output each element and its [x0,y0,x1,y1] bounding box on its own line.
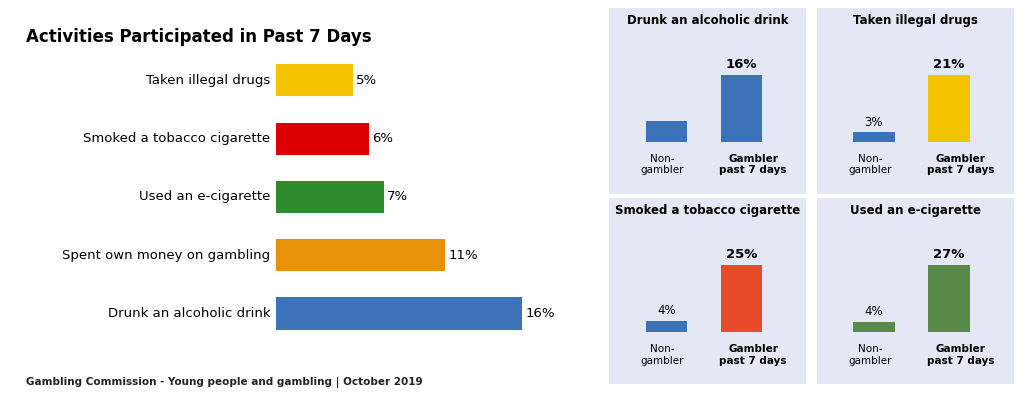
Bar [276,123,369,155]
Text: 11%: 11% [449,249,478,262]
Bar [646,121,687,142]
Text: Non-
gambler: Non- gambler [848,154,892,175]
Bar [721,265,763,332]
Text: 16%: 16% [726,58,758,71]
Text: 3%: 3% [864,116,883,129]
Text: Activities Participated in Past 7 Days: Activities Participated in Past 7 Days [26,28,372,46]
Text: Non-
gambler: Non- gambler [848,344,892,366]
Text: Drunk an alcoholic drink: Drunk an alcoholic drink [108,307,270,320]
Bar [276,181,384,213]
Bar [721,75,763,142]
Text: Spent own money on gambling: Spent own money on gambling [62,249,270,262]
Text: 4%: 4% [657,305,676,318]
Text: Non-
gambler: Non- gambler [641,344,684,366]
Text: Taken illegal drugs: Taken illegal drugs [853,13,978,27]
Text: Smoked a tobacco cigarette: Smoked a tobacco cigarette [83,132,270,145]
Text: Gambler
past 7 days: Gambler past 7 days [927,344,994,366]
Bar [276,297,522,329]
Text: Gambling Commission - Young people and gambling | October 2019: Gambling Commission - Young people and g… [26,377,422,388]
Text: 7%: 7% [387,190,409,204]
Text: Gambler
past 7 days: Gambler past 7 days [720,344,786,366]
Text: 21%: 21% [934,58,965,71]
Text: 27%: 27% [934,248,965,261]
Text: Gambler
past 7 days: Gambler past 7 days [720,154,786,175]
Text: Gambler
past 7 days: Gambler past 7 days [927,154,994,175]
Bar [276,239,445,271]
Bar [646,321,687,332]
Text: Used an e-cigarette: Used an e-cigarette [850,204,981,217]
Text: Used an e-cigarette: Used an e-cigarette [139,190,270,204]
Text: 25%: 25% [726,248,758,261]
Bar [853,132,895,142]
Text: Taken illegal drugs: Taken illegal drugs [146,74,270,87]
Text: 4%: 4% [864,305,883,318]
Text: 5%: 5% [356,74,378,87]
Bar [929,265,970,332]
Bar [276,65,353,96]
Text: Non-
gambler: Non- gambler [641,154,684,175]
Text: Smoked a tobacco cigarette: Smoked a tobacco cigarette [615,204,801,217]
Bar [929,75,970,142]
Bar [853,322,895,332]
Text: Drunk an alcoholic drink: Drunk an alcoholic drink [627,13,788,27]
Text: 6%: 6% [372,132,393,145]
Text: 16%: 16% [525,307,555,320]
